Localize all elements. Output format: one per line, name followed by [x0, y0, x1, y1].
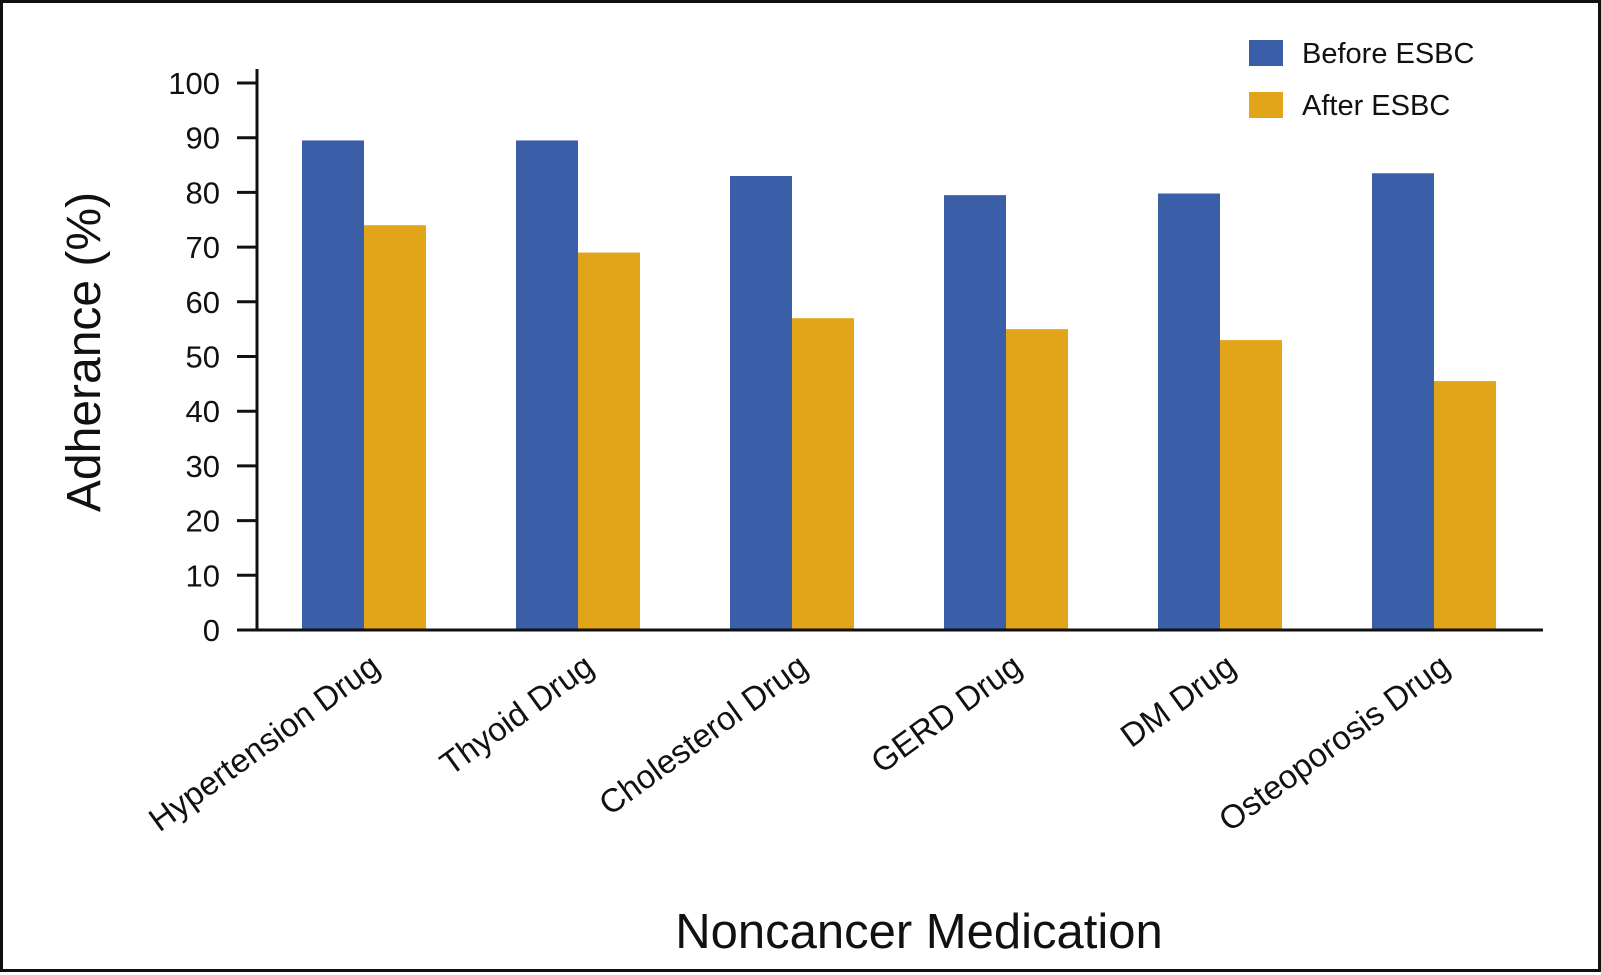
y-tick-label: 90: [186, 121, 220, 156]
bar-after: [1220, 340, 1282, 630]
x-tick-labels-group: Hypertension Drug Thyoid DrugCholesterol …: [142, 647, 1456, 839]
legend-label-before: Before ESBC: [1302, 38, 1474, 70]
y-tick-label: 70: [186, 230, 220, 265]
bar-before: [1372, 173, 1434, 630]
x-tick-label: Thyoid Drug: [433, 647, 600, 783]
x-tick-label: Cholesterol Drug: [592, 647, 814, 822]
bar-after: [1006, 329, 1068, 630]
y-tick-label: 30: [186, 449, 220, 484]
x-tick-label: Osteoporosis Drug: [1212, 647, 1456, 839]
bar-before: [730, 175, 792, 631]
y-tick-label: 80: [186, 175, 220, 210]
bar-before: [1158, 193, 1220, 630]
x-tick-label: DM Drug: [1114, 647, 1243, 755]
y-tick-label: 40: [186, 394, 220, 429]
y-tick-label: 50: [186, 340, 220, 375]
bar-after: [364, 225, 426, 630]
y-tick-label: 100: [168, 66, 220, 101]
bar-after: [578, 252, 640, 630]
y-tick-label: 10: [186, 558, 220, 593]
legend-swatch-after: [1249, 92, 1283, 118]
y-axis-title: Adherance (%): [58, 192, 111, 512]
y-ticks-group: 0 10 20 30 40 50 60 70 80 90 100: [168, 66, 257, 648]
bar-after: [792, 318, 854, 630]
bar-after: [1434, 381, 1496, 630]
legend-label-after: After ESBC: [1302, 90, 1450, 122]
y-tick-label: 20: [186, 504, 220, 539]
axes-group: [255, 69, 1543, 632]
legend-swatch-before: [1249, 40, 1283, 66]
bar-before: [302, 140, 364, 630]
legend: Before ESBC After ESBC: [1249, 38, 1474, 122]
y-tick-label: 60: [186, 285, 220, 320]
bar-chart: 0 10 20 30 40 50 60 70 80 90 100 Hypertension Drug…: [58, 38, 1543, 959]
y-tick-label: 0: [203, 613, 220, 648]
bars-group: [302, 140, 1496, 631]
x-tick-label: GERD Drug: [864, 647, 1028, 780]
x-tick-label: Hypertension Drug: [142, 647, 386, 839]
bar-before: [944, 195, 1006, 630]
x-axis-title: Noncancer Medication: [675, 905, 1163, 959]
bar-before: [516, 140, 578, 630]
